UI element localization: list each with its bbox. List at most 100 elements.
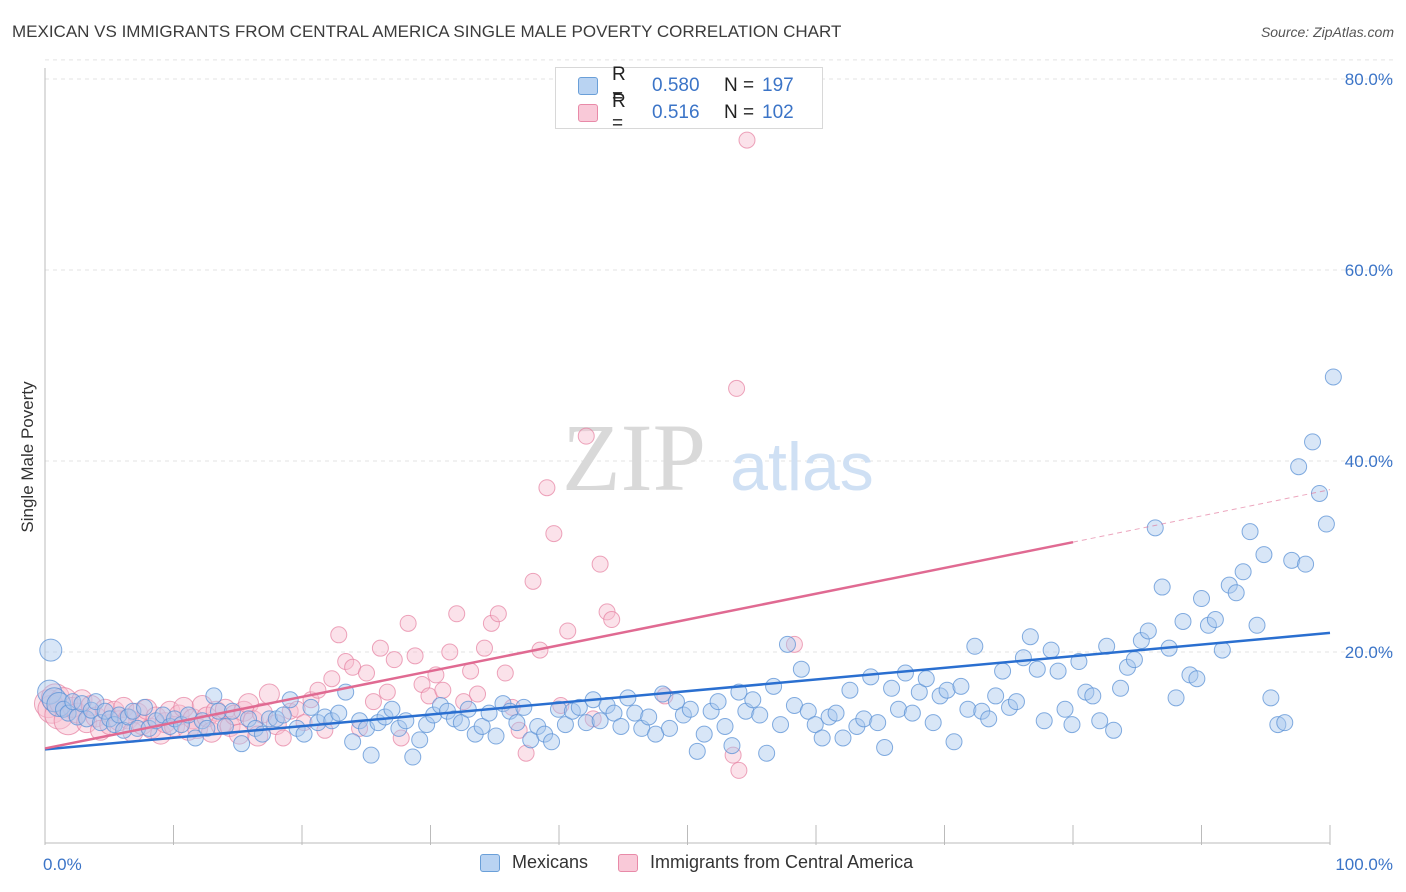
y-tick-label: 80.0% bbox=[1345, 70, 1393, 89]
data-point-mexicans bbox=[883, 679, 901, 697]
data-point-mexicans bbox=[39, 638, 63, 662]
data-point-immigrants bbox=[496, 664, 514, 682]
data-point-mexicans bbox=[640, 708, 658, 726]
data-point-mexicans bbox=[1276, 714, 1294, 732]
r-label: R = bbox=[612, 91, 626, 134]
data-point-mexicans bbox=[987, 687, 1005, 705]
data-point-mexicans bbox=[549, 700, 567, 718]
y-axis-label: Single Male Poverty bbox=[18, 381, 37, 533]
data-point-mexicans bbox=[959, 700, 977, 718]
data-point-mexicans bbox=[198, 719, 216, 737]
data-point-mexicans bbox=[1324, 368, 1342, 386]
data-point-mexicans bbox=[295, 725, 313, 743]
data-point-immigrants bbox=[337, 653, 355, 671]
n-label: N = bbox=[724, 75, 755, 96]
data-point-mexicans bbox=[1255, 546, 1273, 564]
data-point-mexicans bbox=[1146, 519, 1164, 537]
data-point-mexicans bbox=[744, 691, 762, 709]
data-point-mexicans bbox=[1234, 563, 1252, 581]
data-point-mexicans bbox=[674, 706, 692, 724]
data-point-immigrants bbox=[371, 639, 389, 657]
data-point-mexicans bbox=[889, 700, 907, 718]
legend-item-immigrants[interactable]: Immigrants from Central America bbox=[618, 852, 913, 873]
data-point-mexicans bbox=[661, 719, 679, 737]
watermark-zip: ZIP bbox=[562, 404, 706, 511]
data-point-mexicans bbox=[1091, 712, 1109, 730]
data-point-immigrants bbox=[406, 647, 424, 665]
data-point-mexicans bbox=[945, 733, 963, 751]
data-point-mexicans bbox=[723, 737, 741, 755]
data-point-mexicans bbox=[688, 742, 706, 760]
data-point-mexicans bbox=[1063, 716, 1081, 734]
data-point-mexicans bbox=[309, 714, 327, 732]
data-point-mexicans bbox=[1105, 721, 1123, 739]
data-point-mexicans bbox=[404, 748, 422, 766]
data-point-mexicans bbox=[827, 704, 845, 722]
data-point-mexicans bbox=[994, 662, 1012, 680]
data-point-immigrants bbox=[603, 611, 621, 629]
data-point-mexicans bbox=[813, 729, 831, 747]
data-point-mexicans bbox=[362, 746, 380, 764]
data-point-mexicans bbox=[302, 698, 320, 716]
data-point-mexicans bbox=[1167, 689, 1185, 707]
grid-lines bbox=[45, 59, 1393, 653]
data-point-immigrants bbox=[274, 729, 292, 747]
data-point-immigrants bbox=[482, 614, 500, 632]
data-point-mexicans bbox=[772, 716, 790, 734]
data-point-mexicans bbox=[626, 704, 644, 722]
data-point-mexicans bbox=[806, 716, 824, 734]
data-point-immigrants bbox=[730, 761, 748, 779]
data-point-mexicans bbox=[1193, 590, 1210, 608]
data-point-mexicans bbox=[1028, 660, 1046, 678]
data-point-mexicans bbox=[917, 670, 935, 688]
data-point-mexicans bbox=[695, 725, 713, 743]
data-point-mexicans bbox=[1310, 484, 1328, 502]
data-point-mexicans bbox=[709, 693, 727, 711]
data-point-mexicans bbox=[1206, 611, 1224, 629]
data-point-mexicans bbox=[59, 704, 77, 722]
data-point-immigrants bbox=[785, 635, 803, 653]
data-point-immigrants bbox=[358, 664, 376, 682]
data-point-mexicans bbox=[931, 687, 949, 705]
data-point-mexicans bbox=[1132, 632, 1150, 650]
trend-line-mexicans bbox=[44, 631, 1331, 751]
data-point-mexicans bbox=[186, 729, 204, 747]
data-point-mexicans bbox=[216, 717, 234, 735]
data-point-mexicans bbox=[1283, 551, 1301, 569]
data-point-mexicans bbox=[1007, 693, 1025, 711]
data-point-mexicans bbox=[799, 702, 817, 720]
data-point-mexicans bbox=[41, 687, 67, 713]
data-point-mexicans bbox=[1199, 616, 1217, 634]
y-tick-label: 20.0% bbox=[1345, 643, 1393, 662]
data-point-immigrants bbox=[330, 626, 348, 644]
data-point-immigrants bbox=[448, 605, 466, 623]
data-point-mexicans bbox=[473, 717, 491, 735]
data-point-mexicans bbox=[876, 739, 894, 756]
data-point-mexicans bbox=[792, 660, 810, 678]
data-point-immigrants bbox=[364, 693, 382, 711]
chart-source: Source: ZipAtlas.com bbox=[1260, 24, 1394, 40]
data-point-mexicans bbox=[1042, 641, 1060, 659]
data-point-mexicans bbox=[383, 700, 401, 718]
data-point-mexicans bbox=[274, 706, 292, 724]
data-point-mexicans bbox=[910, 683, 928, 701]
data-point-mexicans bbox=[667, 693, 685, 711]
data-point-mexicans bbox=[205, 687, 223, 705]
data-point-immigrants bbox=[738, 131, 756, 149]
data-point-mexicans bbox=[101, 710, 119, 728]
data-point-immigrants bbox=[591, 555, 609, 573]
data-point-immigrants bbox=[489, 605, 507, 623]
data-point-mexicans bbox=[411, 731, 429, 749]
data-point-immigrants bbox=[434, 681, 452, 699]
trend-lines bbox=[44, 489, 1331, 751]
data-point-immigrants bbox=[469, 685, 487, 703]
data-point-mexicans bbox=[1227, 584, 1245, 602]
legend-label-immigrants: Immigrants from Central America bbox=[650, 852, 914, 872]
data-point-mexicans bbox=[1213, 641, 1231, 659]
data-point-mexicans bbox=[543, 733, 561, 751]
data-point-mexicans bbox=[903, 704, 921, 722]
legend-item-mexicans[interactable]: Mexicans bbox=[480, 852, 588, 873]
data-point-mexicans bbox=[841, 681, 859, 699]
data-point-mexicans bbox=[612, 717, 630, 735]
